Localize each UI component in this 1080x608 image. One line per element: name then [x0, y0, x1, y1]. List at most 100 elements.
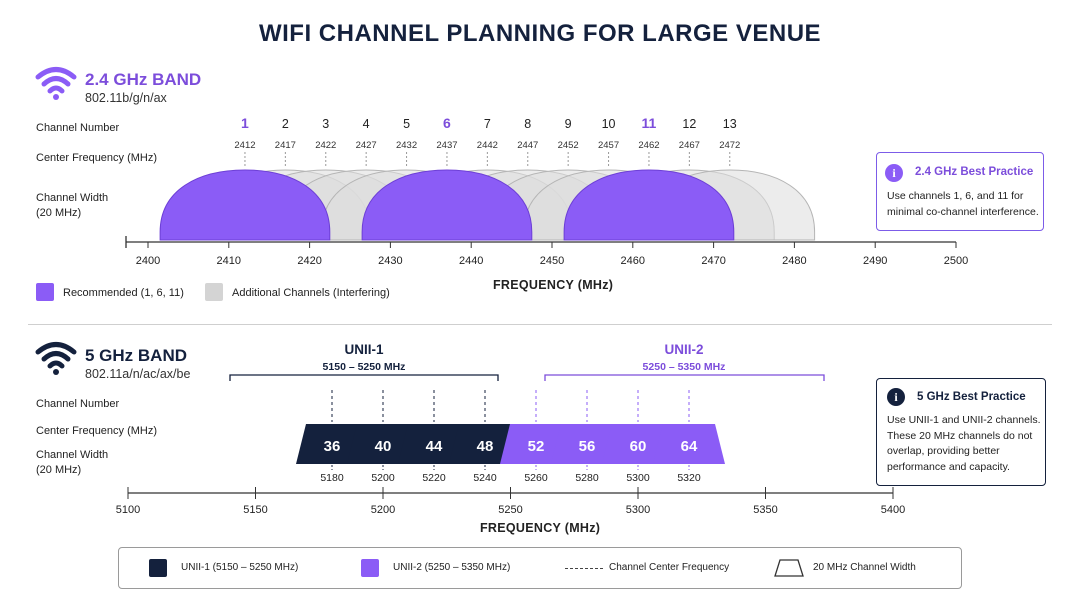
- channel-number: 1: [241, 115, 249, 131]
- band24-row-label-width: Channel Width (20 MHz): [36, 191, 108, 221]
- channel-number: 48: [477, 438, 494, 455]
- band5-title: 5 GHz BAND: [85, 346, 188, 365]
- axis-tick-label: 2430: [378, 255, 402, 267]
- channel-number: 3: [322, 117, 329, 131]
- legend-unii2-label: UNII-2 (5250 – 5350 MHz): [393, 562, 511, 573]
- band24-width-line2: (20 MHz): [36, 207, 82, 219]
- band5-note-line2: These 20 MHz channels do not: [887, 429, 1033, 442]
- band5-row-label-channel: Channel Number: [36, 398, 120, 410]
- channel-number: 10: [602, 117, 616, 131]
- channel-center-frequency: 5240: [473, 472, 497, 484]
- legend-unii1-swatch: [149, 559, 167, 577]
- band5-standard: 802.11a/n/ac/ax/be: [85, 367, 191, 381]
- channel-center-frequency: 5220: [422, 472, 446, 484]
- channel-center-frequency: 2417: [275, 140, 296, 151]
- channel-center-frequency: 2462: [638, 140, 659, 151]
- unii-group-title: UNII-1: [344, 342, 383, 357]
- band24-note-title: 2.4 GHz Best Practice: [915, 166, 1034, 178]
- band5-best-practice-note: i 5 GHz Best Practice Use UNII-1 and UNI…: [876, 378, 1046, 486]
- band5-note-title: 5 GHz Best Practice: [917, 391, 1026, 403]
- channel-number: 8: [524, 117, 531, 131]
- legend-width-label: 20 MHz Channel Width: [813, 562, 916, 573]
- channel-number: 4: [363, 117, 370, 131]
- channel-number: 6: [443, 115, 451, 131]
- channel-center-frequency: 5260: [524, 472, 548, 484]
- band24-axis-label: FREQUENCY (MHz): [493, 278, 614, 292]
- channel-center-frequency: 2452: [558, 140, 579, 151]
- channel-center-frequency: 5180: [320, 472, 344, 484]
- band5-row-label-center: Center Frequency (MHz): [36, 425, 158, 437]
- band24-best-practice-note: i 2.4 GHz Best Practice Use channels 1, …: [876, 152, 1044, 231]
- trapezoid-icon: [774, 559, 804, 577]
- legend-unii2-swatch: [361, 559, 379, 577]
- channel-center-frequency: 2457: [598, 140, 619, 151]
- channel-number: 36: [324, 438, 341, 455]
- axis-tick-label: 2410: [217, 255, 241, 267]
- band24-standard: 802.11b/g/n/ax: [85, 91, 167, 105]
- wifi-icon: [35, 342, 77, 375]
- dashed-line-icon: [565, 568, 603, 569]
- legend-recommended-swatch: [36, 283, 54, 301]
- unii-bracket: [544, 374, 825, 381]
- channel-number: 12: [682, 117, 696, 131]
- channel-number: 52: [528, 438, 545, 455]
- axis-tick-label: 5150: [243, 504, 267, 516]
- axis-tick-label: 2480: [782, 255, 806, 267]
- channel-number: 44: [426, 438, 443, 455]
- channel-arc-recommended: [563, 169, 735, 241]
- channel-center-frequency: 5280: [575, 472, 599, 484]
- channel-center-frequency: 5200: [371, 472, 395, 484]
- channel-center-frequency: 2427: [356, 140, 377, 151]
- axis-tick-label: 5200: [371, 504, 395, 516]
- band5-width-line1: Channel Width: [36, 449, 109, 461]
- channel-number: 11: [642, 115, 657, 131]
- axis-tick-label: 5350: [753, 504, 777, 516]
- channel-center-frequency: 5320: [677, 472, 701, 484]
- band24-row-label-channel: Channel Number: [36, 122, 120, 134]
- axis-tick-label: 2440: [459, 255, 483, 267]
- band24-title: 2.4 GHz BAND: [85, 70, 202, 89]
- channel-center-frequency: 2432: [396, 140, 417, 151]
- band5-note-line4: performance and capacity.: [887, 460, 1010, 473]
- axis-tick-label: 5300: [626, 504, 650, 516]
- axis-tick-label: 2420: [297, 255, 321, 267]
- channel-block: [653, 424, 725, 464]
- channel-center-frequency: 2472: [719, 140, 740, 151]
- band24-note-line1: Use channels 1, 6, and 11 for: [887, 190, 1024, 202]
- band5-note-line1: Use UNII-1 and UNII-2 channels.: [887, 414, 1041, 426]
- info-icon: i: [885, 164, 903, 182]
- channel-number: 40: [375, 438, 392, 455]
- channel-center-frequency: 5300: [626, 472, 650, 484]
- legend-recommended-label: Recommended (1, 6, 11): [63, 287, 184, 299]
- channel-center-frequency: 2412: [234, 140, 255, 151]
- section-divider: [28, 324, 1052, 325]
- unii-group-range: 5250 – 5350 MHz: [643, 361, 726, 373]
- bottom-legend: UNII-1 (5150 – 5250 MHz) UNII-2 (5250 – …: [118, 547, 962, 589]
- axis-tick-label: 2500: [944, 255, 968, 267]
- channel-number: 60: [630, 438, 647, 455]
- band24-note-line2: minimal co-channel interference.: [887, 205, 1039, 218]
- page-title: WIFI CHANNEL PLANNING FOR LARGE VENUE: [258, 20, 822, 47]
- axis-tick-label: 2490: [863, 255, 887, 267]
- legend-additional-swatch: [205, 283, 223, 301]
- band5-row-label-width: Channel Width (20 MHz): [36, 448, 108, 478]
- unii-bracket: [229, 374, 499, 381]
- legend-additional-label: Additional Channels (Interfering): [232, 287, 390, 299]
- axis-tick-label: 2450: [540, 255, 564, 267]
- channel-center-frequency: 2442: [477, 140, 498, 151]
- wifi-icon: [35, 67, 77, 100]
- axis-tick-label: 5100: [116, 504, 140, 516]
- channel-center-frequency: 2437: [436, 140, 457, 151]
- axis-tick-label: 2460: [621, 255, 645, 267]
- band5-spectrum-chart: UNII-1 5150 – 5250 MHz UNII-2 5250 – 5350 M…: [116, 342, 905, 516]
- axis-tick-label: 5250: [498, 504, 522, 516]
- band24-width-line1: Channel Width: [36, 192, 109, 204]
- legend-unii1-label: UNII-1 (5150 – 5250 MHz): [181, 562, 299, 573]
- unii-group-title: UNII-2: [664, 342, 703, 357]
- axis-tick-label: 2470: [701, 255, 725, 267]
- axis-tick-label: 2400: [136, 255, 160, 267]
- band24-spectrum-chart: 1 2412 2 2417 3 2422 4 2427 5 2432 6 2437 7 2442 8 2447…: [125, 115, 968, 267]
- channel-number: 9: [565, 117, 572, 131]
- channel-number: 13: [723, 117, 737, 131]
- channel-arc-recommended: [361, 169, 533, 241]
